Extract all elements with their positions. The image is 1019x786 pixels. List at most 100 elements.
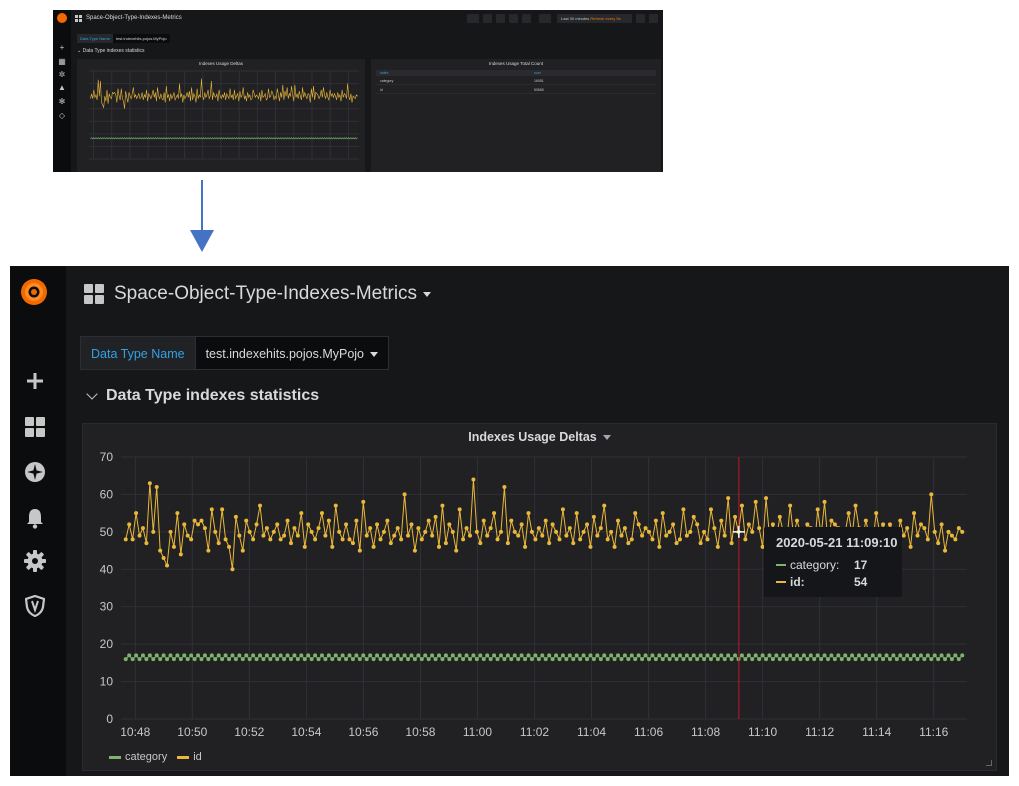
panel-title-menu[interactable]: Indexes Usage Deltas (83, 430, 996, 444)
data-point-category (175, 653, 180, 658)
data-point-id (581, 529, 586, 534)
dashboard-title-picker[interactable]: Space-Object-Type-Indexes-Metrics (84, 280, 432, 308)
data-point-id (450, 529, 455, 534)
data-point-category (230, 653, 235, 658)
data-point-category (220, 657, 225, 662)
data-point-category (677, 653, 682, 658)
data-point-category (505, 653, 510, 658)
graph-tooltip: 2020-05-21 11:09:10 category: 17 id: 54 (764, 527, 902, 597)
data-point-category (454, 657, 459, 662)
data-point-category (171, 657, 176, 662)
data-point-id (140, 526, 145, 531)
data-point-id (213, 529, 218, 534)
data-point-category (354, 653, 359, 658)
data-point-id (829, 518, 834, 523)
plus-icon[interactable] (22, 368, 48, 394)
data-point-id (481, 518, 486, 523)
data-point-category (901, 657, 906, 662)
data-point-id (612, 544, 617, 549)
data-point-id (202, 526, 207, 531)
data-point-category (264, 653, 269, 658)
data-point-id (233, 514, 238, 519)
data-point-category (605, 657, 610, 662)
data-point-id (705, 537, 710, 542)
data-point-category (182, 653, 187, 658)
thumb-share-button (496, 14, 505, 23)
graph-panel: 0 10 20 30 40 50 60 70 10:48 10:50 10:52 10:54 10:56… (82, 423, 997, 771)
explore-compass-icon[interactable] (22, 459, 48, 485)
data-point-category (299, 653, 304, 658)
thumb-table-title: Indexes Usage Total Count (489, 61, 543, 66)
data-point-category (760, 653, 765, 658)
data-point-id (158, 548, 163, 553)
data-point-category (943, 657, 948, 662)
data-point-category (722, 657, 727, 662)
data-point-id (268, 537, 273, 542)
data-point-id (660, 511, 665, 516)
shield-icon[interactable] (22, 593, 48, 619)
data-point-category (870, 653, 875, 658)
data-point-id (726, 496, 731, 501)
data-point-category (440, 657, 445, 662)
data-point-category (523, 657, 528, 662)
data-point-id (495, 537, 500, 542)
data-point-id (333, 503, 338, 508)
row-collapse-toggle[interactable]: Data Type indexes statistics (86, 384, 319, 408)
data-point-id (134, 511, 139, 516)
data-point-id (467, 533, 472, 538)
data-point-id (616, 518, 621, 523)
data-point-category (344, 657, 349, 662)
data-point-category (323, 657, 328, 662)
legend-item-category[interactable]: category (109, 751, 167, 763)
data-point-category (464, 653, 469, 658)
grafana-logo-icon[interactable] (18, 276, 50, 308)
data-point-category (719, 653, 724, 658)
data-point-category (168, 653, 173, 658)
data-point-category (134, 653, 139, 658)
data-point-id (498, 529, 503, 534)
data-point-category (829, 653, 834, 658)
data-point-category (292, 653, 297, 658)
gear-icon[interactable] (22, 548, 48, 574)
thumb-dashboard-title: Space-Object-Type-Indexes-Metrics (86, 15, 182, 21)
data-point-category (602, 653, 607, 658)
variable-value-dropdown[interactable]: test.indexehits.pojos.MyPojo (195, 336, 389, 370)
data-point-id (161, 556, 166, 561)
x-tick-label: 10:52 (234, 725, 264, 739)
data-point-category (609, 653, 614, 658)
data-point-id (147, 481, 152, 486)
plus-icon: + (59, 43, 65, 52)
dashboards-icon[interactable] (22, 414, 48, 440)
indexes-usage-chart[interactable]: 0 10 20 30 40 50 60 70 10:48 10:50 10:52 10:54 10:56… (83, 424, 998, 772)
bell-icon: ▲ (58, 83, 66, 92)
data-point-id (461, 537, 466, 542)
panel-resize-handle[interactable] (986, 760, 992, 766)
thumb-settings-button (522, 14, 531, 23)
data-point-category (881, 657, 886, 662)
data-point-category (808, 653, 813, 658)
x-tick-label: 11:06 (634, 725, 663, 739)
y-tick-label: 60 (100, 487, 114, 501)
thumb-chart (89, 70, 359, 160)
data-point-id (667, 529, 672, 534)
data-point-category (622, 653, 627, 658)
data-point-id (529, 529, 534, 534)
data-point-id (698, 541, 703, 546)
data-point-category (949, 657, 954, 662)
legend-label: category (125, 751, 168, 763)
data-point-id (189, 537, 194, 542)
data-point-id (385, 518, 390, 523)
data-point-category (526, 653, 531, 658)
data-point-category (705, 653, 710, 658)
data-point-category (733, 653, 738, 658)
data-point-category (302, 657, 307, 662)
data-point-id (567, 526, 572, 531)
data-point-category (409, 653, 414, 658)
data-point-id (939, 522, 944, 527)
data-point-category (502, 657, 507, 662)
data-point-id (777, 514, 782, 519)
bell-icon[interactable] (22, 505, 48, 531)
legend-item-id[interactable]: id (177, 751, 202, 763)
data-point-category (664, 653, 669, 658)
data-point-category (406, 657, 411, 662)
